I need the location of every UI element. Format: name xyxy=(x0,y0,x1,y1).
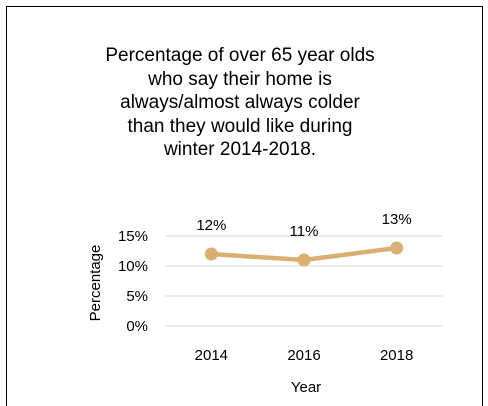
chart-title-line: than they would like during xyxy=(127,115,353,137)
series-group xyxy=(204,241,404,267)
data-point xyxy=(297,253,311,267)
x-tick-label: 2016 xyxy=(287,347,320,364)
y-tick-label: 15% xyxy=(118,228,148,245)
chart-title-line: Percentage of over 65 year olds xyxy=(105,45,375,66)
data-point xyxy=(390,241,404,255)
data-label: 11% xyxy=(290,223,319,240)
data-point xyxy=(204,247,218,261)
chart-frame xyxy=(6,6,483,406)
chart-title-line: always/almost always colder xyxy=(120,92,360,113)
y-tick-label: 10% xyxy=(118,258,148,275)
y-tick-label: 5% xyxy=(126,288,148,305)
data-label: 13% xyxy=(382,211,412,228)
chart-title-line: winter 2014-2018. xyxy=(163,139,317,160)
y-axis-label: Percentage xyxy=(87,245,104,322)
x-tick-labels: 2014 2016 2018 xyxy=(195,347,414,364)
y-tick-label: 0% xyxy=(126,318,148,335)
data-label: 12% xyxy=(196,217,226,234)
y-tick-labels: 0% 5% 10% 15% xyxy=(118,228,148,335)
chart-title-line: who say their home is xyxy=(148,68,332,90)
data-labels: 12% 11% 13% xyxy=(196,211,411,240)
x-tick-label: 2014 xyxy=(195,347,228,364)
x-tick-label: 2018 xyxy=(380,347,413,364)
chart-title: Percentage of over 65 year olds who say … xyxy=(70,44,410,162)
x-axis-label: Year xyxy=(291,379,321,396)
